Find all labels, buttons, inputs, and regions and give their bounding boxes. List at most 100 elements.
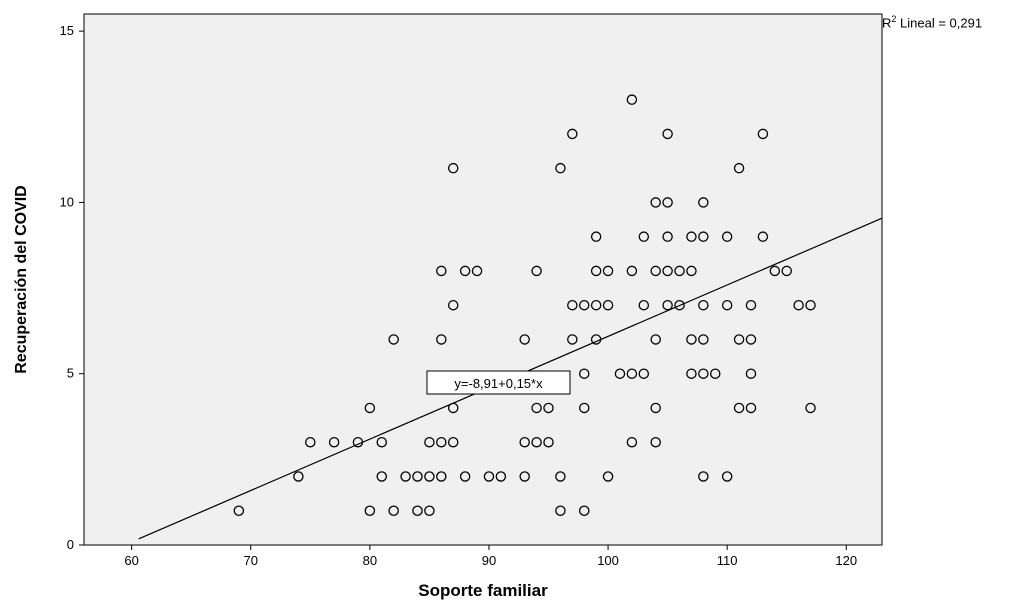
data-point: [626, 94, 638, 105]
data-point: [650, 265, 661, 277]
data-point: [686, 368, 697, 379]
data-point: [459, 265, 471, 277]
data-point: [412, 505, 423, 516]
y-tick-label: 5: [67, 366, 74, 381]
data-point: [745, 299, 757, 311]
r2-label: R2 Lineal = 0,291: [882, 14, 982, 30]
data-point: [293, 471, 304, 482]
data-point: [757, 231, 769, 242]
data-point: [447, 299, 459, 311]
data-point: [305, 436, 316, 448]
y-tick-label: 0: [67, 537, 74, 552]
data-point: [769, 265, 781, 277]
data-point: [674, 299, 685, 311]
data-point: [590, 299, 602, 311]
x-tick-label: 80: [363, 553, 377, 568]
data-point: [233, 505, 245, 516]
data-point: [578, 402, 590, 414]
data-point: [555, 505, 566, 516]
data-point: [710, 368, 721, 379]
data-point: [567, 128, 578, 140]
data-point: [578, 505, 590, 516]
data-point: [602, 299, 614, 311]
fit-equation-label: y=-8,91+0,15*x: [454, 376, 543, 391]
x-axis-title: Soporte familiar: [418, 581, 548, 600]
y-axis-title: Recuperación del COVID: [13, 185, 30, 374]
data-point: [436, 436, 447, 448]
x-tick-label: 100: [597, 553, 619, 568]
data-point: [721, 299, 733, 311]
data-point: [471, 265, 483, 277]
data-point: [400, 471, 411, 482]
data-point: [733, 402, 745, 414]
data-point: [626, 436, 638, 448]
data-point: [686, 334, 697, 345]
data-point: [376, 471, 388, 482]
data-point: [650, 436, 661, 448]
data-point: [436, 265, 447, 277]
y-tick-label: 10: [60, 194, 74, 209]
data-point: [578, 299, 590, 311]
data-point: [602, 471, 614, 482]
data-point: [662, 128, 673, 140]
data-point: [531, 265, 542, 277]
fit-equation-box: [426, 370, 571, 395]
data-point: [698, 471, 709, 482]
data-point: [745, 402, 757, 414]
x-tick-label: 60: [124, 553, 138, 568]
data-point: [602, 265, 614, 277]
data-point: [578, 368, 590, 379]
data-point: [638, 231, 650, 242]
data-point: [424, 471, 435, 482]
r2-superscript: 2: [891, 14, 897, 24]
data-point: [650, 197, 661, 208]
data-point: [519, 471, 530, 482]
data-point: [590, 265, 602, 277]
x-tick-label: 120: [835, 553, 857, 568]
data-point: [650, 402, 661, 414]
data-point: [650, 334, 661, 345]
data-point: [662, 265, 673, 277]
data-point: [626, 368, 638, 379]
data-point: [424, 505, 435, 516]
data-point: [412, 471, 423, 482]
data-point: [555, 471, 566, 482]
r2-text: Lineal = 0,291: [896, 15, 983, 31]
data-point: [626, 265, 638, 277]
data-point: [662, 197, 673, 208]
data-point: [328, 436, 340, 448]
data-point: [543, 402, 554, 414]
data-point: [674, 265, 685, 277]
data-point: [447, 436, 459, 448]
x-tick-label: 110: [717, 553, 738, 568]
data-point: [614, 368, 626, 379]
data-point: [555, 162, 566, 174]
data-point: [531, 402, 542, 414]
data-point: [436, 334, 447, 345]
data-point: [698, 368, 709, 379]
plot-area: [83, 13, 883, 546]
x-tick-label: 70: [244, 553, 258, 568]
data-point: [745, 334, 757, 345]
data-point: [662, 231, 673, 242]
data-point: [638, 299, 650, 311]
data-point: [388, 334, 399, 345]
data-point: [698, 231, 709, 242]
r2-prefix: R: [882, 15, 892, 31]
data-point: [805, 402, 816, 414]
data-point: [376, 436, 388, 448]
data-point: [519, 436, 530, 448]
data-point: [459, 471, 471, 482]
data-point: [543, 436, 554, 448]
data-point: [424, 436, 435, 448]
data-point: [757, 128, 769, 140]
data-point: [733, 334, 745, 345]
data-point: [590, 231, 602, 242]
data-point: [364, 402, 376, 414]
data-point: [805, 299, 816, 311]
x-tick-label: 90: [482, 553, 496, 568]
data-point: [662, 299, 673, 311]
data-point: [686, 265, 697, 277]
